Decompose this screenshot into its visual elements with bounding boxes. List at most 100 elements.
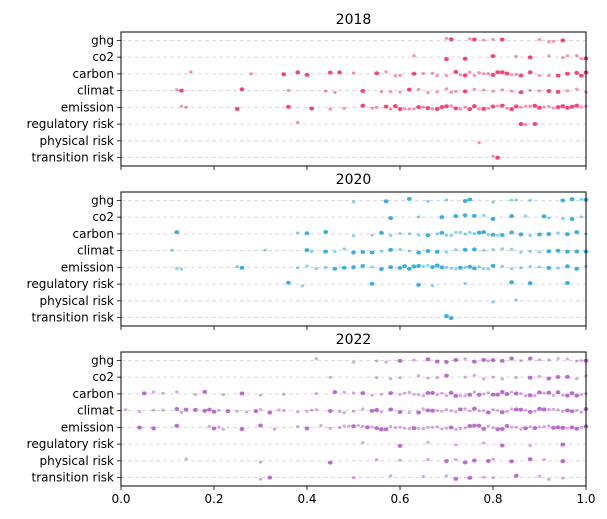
data-point — [528, 88, 532, 92]
data-point — [491, 248, 495, 252]
data-point — [444, 198, 449, 202]
data-point — [439, 215, 445, 220]
data-point — [411, 426, 417, 431]
data-point — [444, 426, 449, 430]
data-point — [491, 457, 495, 461]
data-point — [388, 247, 394, 252]
data-point — [337, 426, 342, 430]
data-point — [574, 393, 580, 398]
data-point — [467, 392, 473, 397]
data-point — [542, 105, 546, 109]
data-point — [527, 409, 533, 414]
data-point — [361, 407, 365, 411]
data-point — [137, 425, 143, 430]
data-point — [439, 230, 445, 235]
data-point — [556, 266, 560, 270]
panel-2022: 2022 ghg co2 carbon climat emission regulatory… — [27, 332, 596, 506]
data-point — [440, 409, 444, 413]
data-point — [527, 281, 533, 286]
data-point — [467, 37, 472, 41]
x-tick-label: 0.2 — [204, 492, 223, 506]
data-point — [472, 213, 477, 218]
data-point — [560, 393, 565, 397]
data-point — [426, 440, 430, 444]
data-point — [351, 409, 356, 413]
data-point — [453, 357, 459, 362]
data-point — [565, 426, 570, 430]
data-point — [463, 105, 467, 109]
data-point — [435, 90, 440, 94]
data-point — [574, 266, 580, 271]
y-tick-label: emission — [61, 100, 114, 114]
data-point — [286, 89, 291, 93]
data-point — [235, 409, 240, 413]
data-point — [188, 70, 193, 74]
data-point — [495, 233, 500, 237]
data-point — [463, 232, 467, 236]
data-point — [533, 394, 537, 398]
data-point — [426, 458, 430, 462]
data-point — [448, 425, 454, 430]
data-point — [509, 73, 514, 77]
data-point — [356, 423, 360, 427]
data-point — [342, 106, 347, 110]
data-point — [472, 266, 477, 271]
data-point — [454, 248, 458, 252]
data-point — [416, 393, 421, 397]
data-point — [314, 357, 319, 361]
y-tick-label: physical risk — [40, 134, 115, 148]
data-point — [374, 71, 380, 76]
data-point — [272, 427, 277, 431]
data-point — [560, 216, 565, 220]
data-point — [333, 250, 337, 254]
data-point — [560, 442, 566, 447]
data-point — [383, 199, 389, 204]
data-point — [528, 233, 532, 237]
data-point — [486, 391, 491, 395]
data-point — [384, 360, 388, 364]
data-point — [175, 267, 179, 271]
data-point — [462, 213, 468, 218]
data-point — [509, 230, 514, 235]
data-point — [444, 104, 449, 109]
data-point — [533, 409, 537, 413]
data-point — [491, 200, 495, 204]
data-point — [426, 376, 430, 380]
y-tick-label: regulatory risk — [27, 437, 114, 451]
data-point — [179, 104, 184, 108]
data-point — [407, 427, 412, 431]
data-point — [565, 249, 570, 254]
data-point — [463, 375, 467, 379]
y-tick-label: emission — [61, 260, 114, 274]
y-tick-label: physical risk — [40, 454, 115, 468]
data-point — [490, 104, 496, 109]
data-point — [183, 407, 189, 412]
data-point — [258, 407, 263, 411]
data-point — [527, 393, 533, 398]
data-point — [519, 392, 523, 396]
data-point — [481, 230, 487, 235]
data-point — [323, 265, 328, 269]
data-point — [379, 410, 384, 414]
data-point — [518, 90, 524, 95]
data-point — [309, 106, 315, 111]
data-point — [449, 104, 453, 108]
data-point — [430, 284, 435, 288]
data-point — [398, 392, 402, 396]
data-point — [565, 374, 570, 379]
data-point — [444, 359, 449, 364]
data-point — [486, 359, 491, 363]
data-point — [547, 477, 551, 481]
data-point — [565, 264, 570, 269]
data-point — [258, 393, 263, 397]
data-point — [184, 105, 188, 109]
y-tick-label: climat — [77, 244, 114, 258]
data-point — [523, 408, 528, 412]
data-point — [547, 216, 551, 220]
data-point — [467, 197, 473, 202]
data-point — [448, 390, 454, 395]
data-point — [462, 89, 468, 94]
data-point — [388, 407, 394, 412]
data-point — [416, 427, 421, 431]
data-point — [411, 71, 417, 76]
